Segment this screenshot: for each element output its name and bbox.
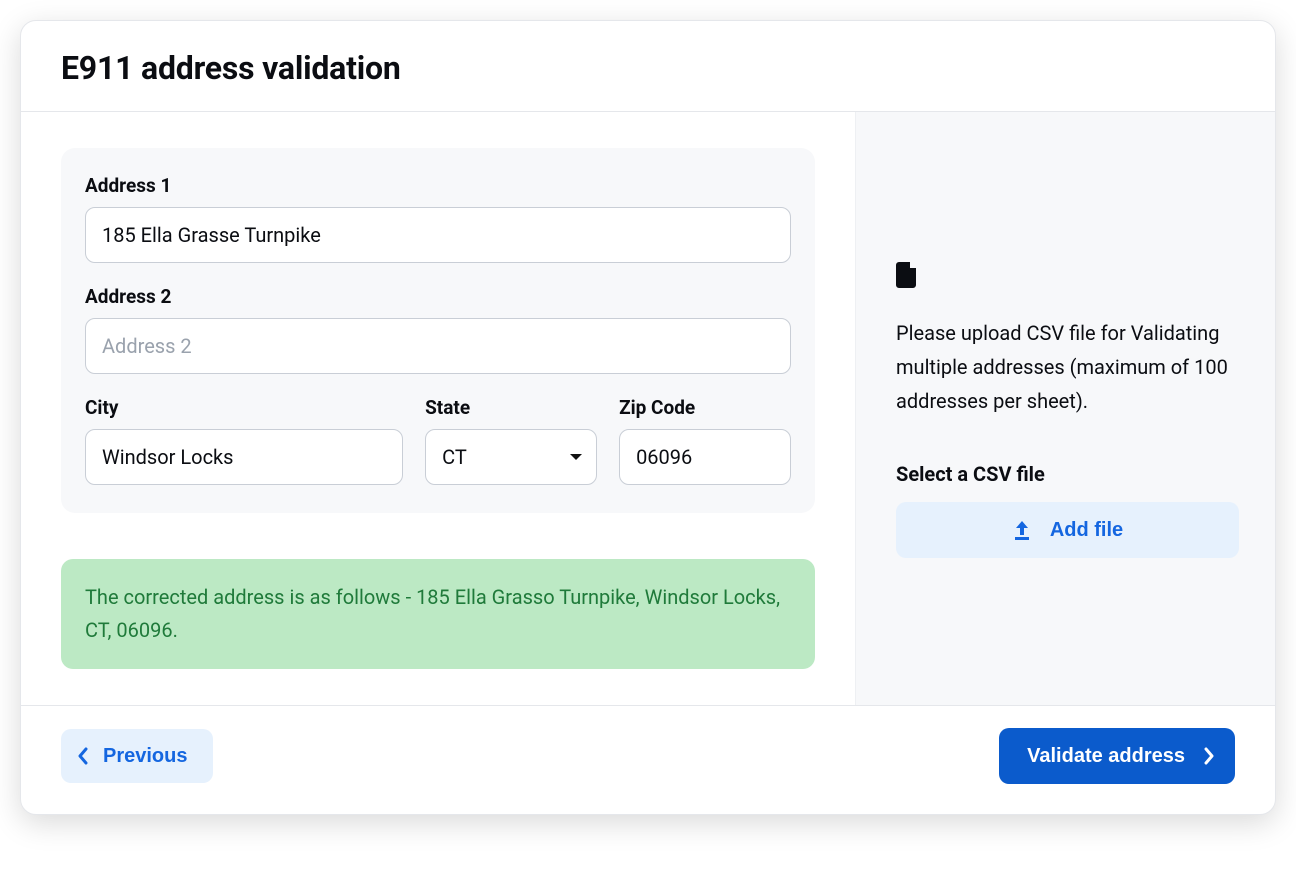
zip-input[interactable]	[619, 429, 791, 485]
chevron-left-icon	[77, 747, 89, 765]
upload-column: Please upload CSV file for Validating mu…	[855, 112, 1275, 705]
address-form-column: Address 1 Address 2 City State	[21, 112, 855, 705]
state-select[interactable]	[425, 429, 597, 485]
file-icon	[896, 262, 1239, 288]
city-state-zip-row: City State Zip Code	[85, 396, 791, 485]
address1-input[interactable]	[85, 207, 791, 263]
upload-icon	[1012, 519, 1032, 541]
validate-label: Validate address	[1027, 745, 1185, 768]
state-field: State	[425, 396, 597, 485]
previous-label: Previous	[103, 745, 187, 768]
card-header: E911 address validation	[21, 21, 1275, 112]
card-body: Address 1 Address 2 City State	[21, 112, 1275, 705]
upload-description: Please upload CSV file for Validating mu…	[896, 316, 1239, 418]
zip-label: Zip Code	[619, 396, 791, 419]
add-file-label: Add file	[1050, 519, 1123, 542]
address2-field: Address 2	[85, 285, 791, 374]
previous-button[interactable]: Previous	[61, 729, 213, 783]
validation-card: E911 address validation Address 1 Addres…	[20, 20, 1276, 815]
zip-field: Zip Code	[619, 396, 791, 485]
city-label: City	[85, 396, 403, 419]
address1-label: Address 1	[85, 174, 791, 197]
corrected-address-alert: The corrected address is as follows - 18…	[61, 559, 815, 669]
select-csv-label: Select a CSV file	[896, 462, 1239, 486]
city-input[interactable]	[85, 429, 403, 485]
address2-input[interactable]	[85, 318, 791, 374]
city-field: City	[85, 396, 403, 485]
state-select-wrap	[425, 429, 597, 485]
chevron-right-icon	[1203, 747, 1215, 765]
page-title: E911 address validation	[61, 49, 1235, 87]
validate-address-button[interactable]: Validate address	[999, 728, 1235, 784]
address-form-panel: Address 1 Address 2 City State	[61, 148, 815, 513]
card-footer: Previous Validate address	[21, 705, 1275, 814]
address1-field: Address 1	[85, 174, 791, 263]
address2-label: Address 2	[85, 285, 791, 308]
state-label: State	[425, 396, 597, 419]
add-file-button[interactable]: Add file	[896, 502, 1239, 558]
